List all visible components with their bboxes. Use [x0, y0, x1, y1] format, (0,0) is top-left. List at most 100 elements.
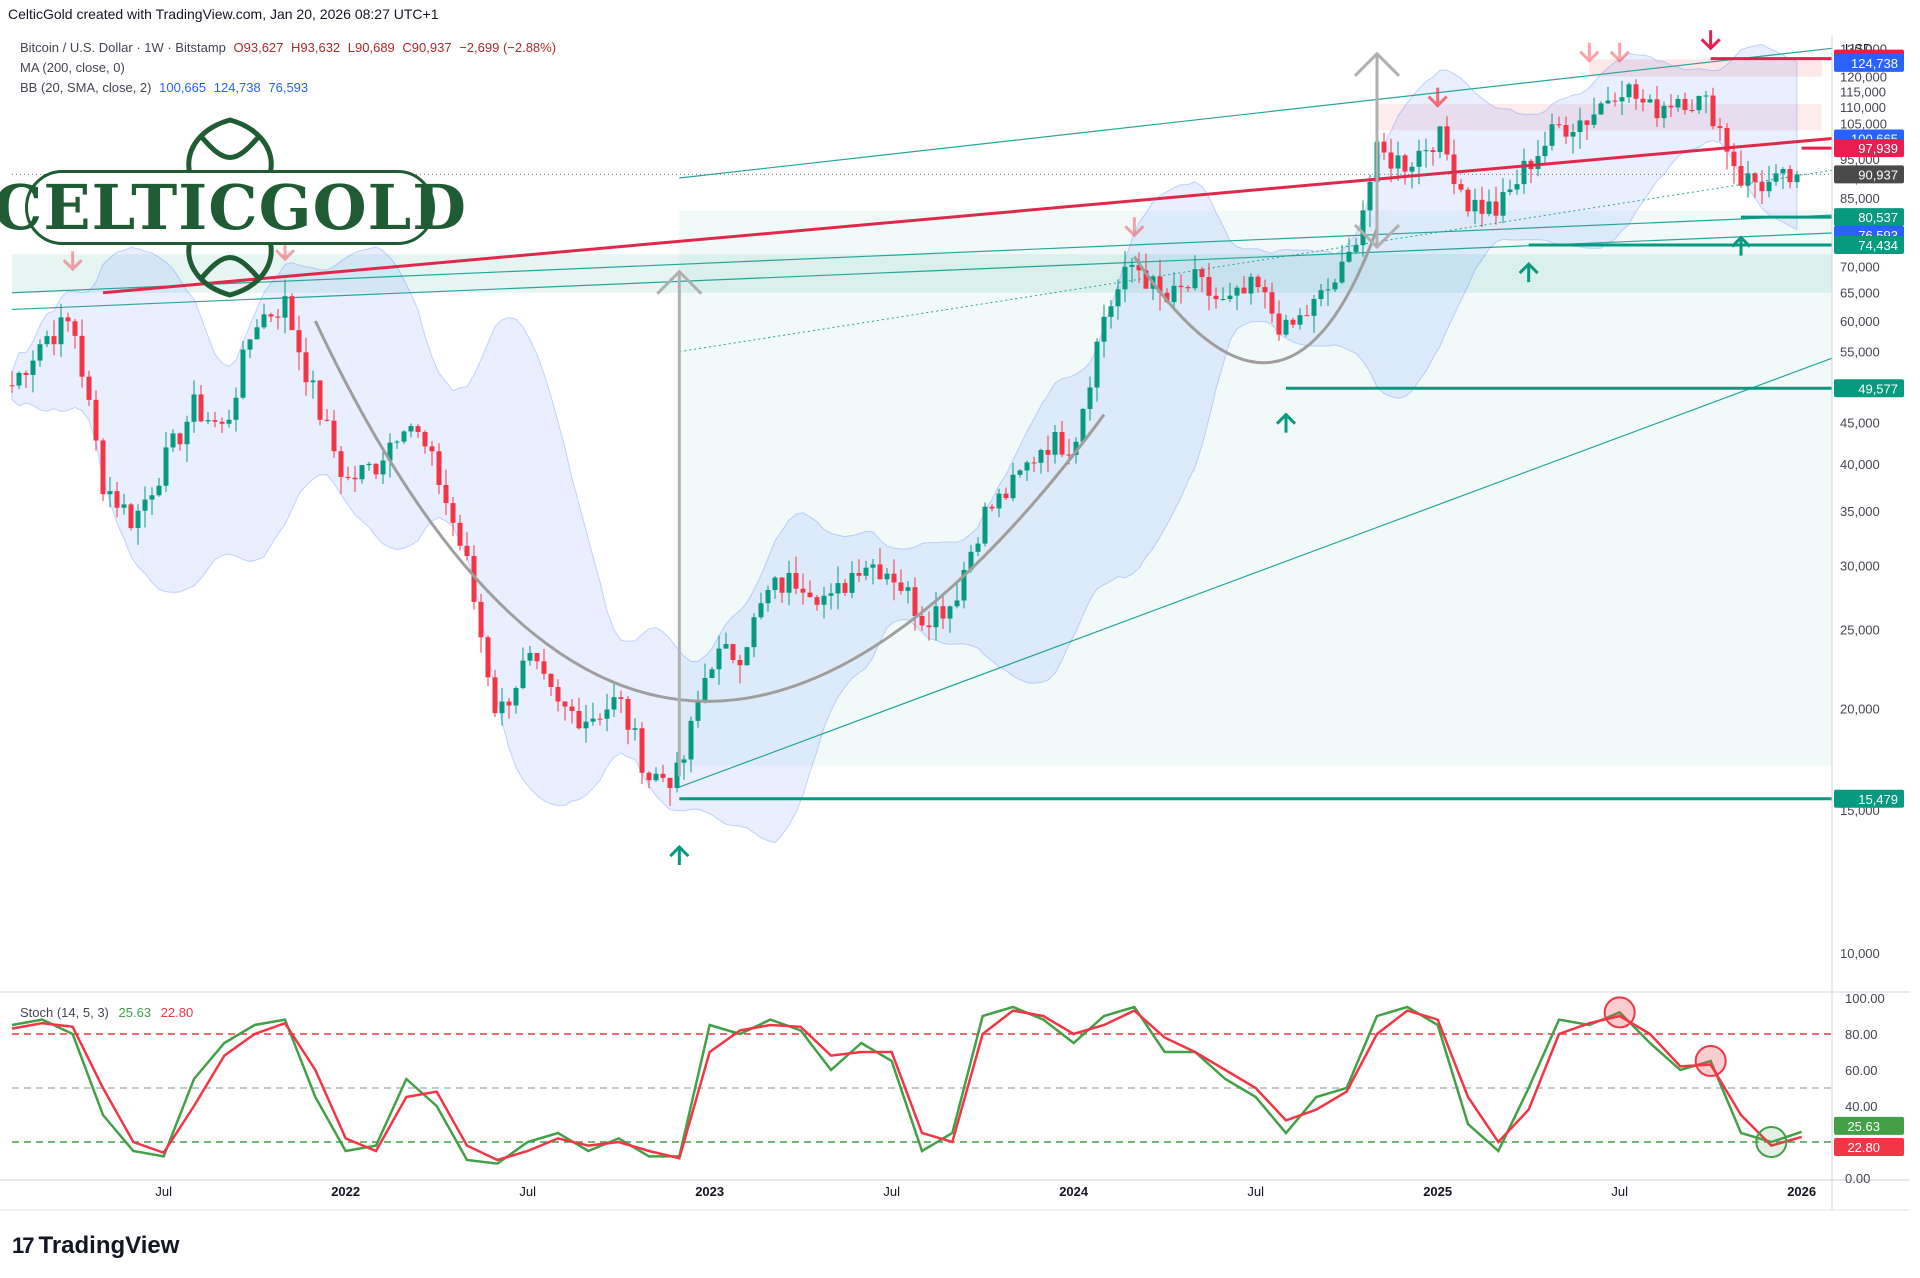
candle-body: [1794, 174, 1800, 183]
candle-body: [1164, 292, 1170, 303]
tradingview-icon: 17: [12, 1233, 35, 1258]
candle-body: [702, 678, 708, 702]
candle-body: [1696, 95, 1702, 111]
stoch-value-box: [1834, 1137, 1904, 1156]
candle-body: [408, 426, 414, 432]
stoch-y-tick-label: 60.00: [1845, 1063, 1878, 1078]
x-tick-label: Jul: [519, 1184, 536, 1199]
candle-body: [1507, 189, 1513, 193]
candle-body: [191, 394, 197, 422]
tradingview-wordmark: TradingView: [38, 1232, 180, 1259]
candle-body: [464, 545, 470, 556]
candle-body: [1465, 189, 1471, 212]
y-tick-label: 85,000: [1840, 191, 1880, 206]
candle-body: [450, 503, 456, 523]
candle-body: [954, 600, 960, 607]
candle-body: [1290, 319, 1296, 325]
candle-body: [1241, 287, 1247, 294]
candle-body: [1045, 449, 1051, 455]
candle-body: [401, 431, 407, 442]
candle-body: [968, 551, 974, 570]
candle-body: [247, 339, 253, 350]
resistance-zone-2: [1589, 59, 1822, 77]
price-label-box: [1834, 139, 1904, 158]
legend-ma: MA (200, close, 0): [20, 60, 125, 75]
candle-body: [1178, 285, 1184, 288]
candle-body: [919, 616, 925, 626]
candle-body: [1689, 110, 1695, 112]
stoch-value-text: 22.80: [1847, 1140, 1880, 1155]
x-tick-label: 2024: [1059, 1184, 1089, 1199]
candle-body: [128, 504, 134, 529]
candle-body: [695, 701, 701, 721]
legend-stoch: Stoch (14, 5, 3): [20, 1005, 109, 1020]
candle-body: [1038, 449, 1044, 463]
stoch-y-tick-label: 100.00: [1845, 991, 1885, 1006]
y-tick-label: 60,000: [1840, 314, 1880, 329]
candle-body: [1325, 289, 1331, 291]
candle-body: [1395, 155, 1401, 169]
channel-upper: [679, 47, 1833, 179]
candle-body: [1262, 287, 1268, 293]
candle-body: [1584, 120, 1590, 125]
candle-body: [1500, 192, 1506, 216]
stoch-y-tick-label: 80.00: [1845, 1027, 1878, 1042]
candle-body: [891, 573, 897, 583]
candle-body: [1276, 313, 1282, 335]
candle-body: [982, 506, 988, 544]
candle-body: [1570, 132, 1576, 137]
legend-stoch-k: 25.63: [118, 1005, 152, 1020]
horizontal-levels: [679, 57, 1832, 801]
candle-body: [1682, 98, 1688, 111]
candle-body: [58, 317, 64, 345]
candle-body: [758, 603, 764, 618]
cup-arc-small: [1133, 227, 1379, 365]
candle-body: [786, 572, 792, 593]
y-tick-label: 25,000: [1840, 623, 1880, 638]
candle-body: [240, 349, 246, 398]
candle-body: [422, 431, 428, 447]
candle-body: [275, 316, 281, 318]
x-tick-label: 2022: [331, 1184, 360, 1199]
candle-body: [317, 380, 323, 420]
candle-body: [1542, 145, 1548, 157]
candle-body: [373, 463, 379, 475]
candle-body: [114, 491, 120, 508]
candle-body: [1402, 155, 1408, 172]
legend-stoch-row: Stoch (14, 5, 3) 25.63 22.80: [20, 1005, 193, 1020]
trend-upper-band-2: [11, 214, 1833, 294]
candle-body: [562, 701, 568, 707]
candle-body: [338, 451, 344, 477]
candle-body: [681, 759, 687, 763]
bollinger-band-area: [11, 44, 1798, 844]
candle-body: [198, 394, 204, 422]
candle-body: [86, 376, 92, 400]
candle-body: [1430, 150, 1436, 153]
candle-body: [653, 773, 659, 781]
candle-body: [1472, 199, 1478, 212]
candle-body: [1409, 166, 1415, 172]
candle-body: [72, 321, 78, 336]
candle-body: [219, 421, 225, 424]
stoch-value-text: 25.63: [1847, 1119, 1880, 1134]
candle-body: [387, 442, 393, 461]
y-tick-label: 10,000: [1840, 946, 1880, 961]
candle-body: [884, 573, 890, 580]
candle-body: [1122, 266, 1128, 290]
y-tick-label: 30,000: [1840, 558, 1880, 573]
legend-change: −2,699 (−2.88%): [459, 40, 557, 55]
candle-body: [828, 593, 834, 596]
candle-body: [611, 697, 617, 710]
candle-body: [1514, 184, 1520, 190]
stoch-y-tick-label: 40.00: [1845, 1099, 1878, 1114]
candle-body: [1157, 276, 1163, 293]
candle-body: [926, 625, 932, 628]
up-arrow-icon: [669, 844, 690, 866]
legend-symbol: Bitcoin / U.S. Dollar · 1W · Bitstamp: [20, 40, 226, 55]
candle-body: [513, 688, 519, 706]
candle-body: [44, 336, 50, 345]
channel-lower: [679, 357, 1833, 788]
candle-body: [345, 476, 351, 478]
down-arrow-icon: [1427, 87, 1448, 108]
